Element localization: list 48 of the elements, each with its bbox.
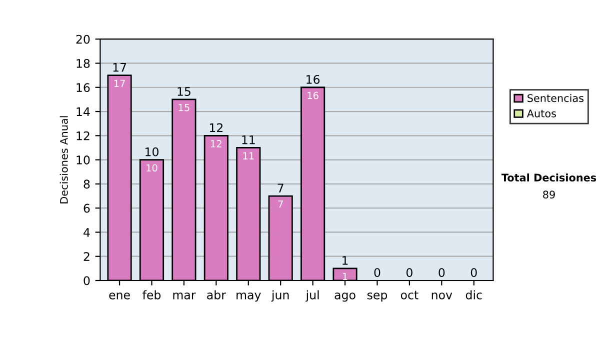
total-label: 10: [146, 147, 158, 156]
x-tick-label: ene: [109, 292, 130, 300]
total-label: 0: [438, 268, 445, 278]
x-tick-label: sep: [367, 292, 388, 302]
total-label: 0: [374, 268, 380, 278]
y-tick-label: 20: [76, 34, 90, 44]
total-label: 7: [278, 184, 284, 192]
y-tick-label: 18: [76, 58, 90, 68]
y-tick-label: 4: [84, 228, 90, 237]
x-tick-label: dic: [466, 290, 482, 300]
legend-label: Sentencias: [528, 94, 584, 102]
y-tick-label: 12: [76, 131, 90, 140]
text: Total Decisiones: [501, 173, 596, 182]
data-label: 17: [114, 80, 125, 87]
data-label: 7: [278, 200, 283, 208]
y-tick-label: 16: [76, 83, 90, 92]
y-tick-label: 2: [84, 252, 90, 261]
x-tick-label: abr: [207, 290, 226, 300]
total-label: 0: [470, 268, 477, 278]
total-label: 1: [342, 256, 348, 265]
y-tick-label: 0: [84, 276, 90, 286]
y-tick-label: 6: [84, 204, 90, 213]
total-label: 12: [210, 123, 222, 132]
data-label: 16: [308, 92, 318, 100]
data-label: 1: [342, 272, 348, 280]
x-tick-label: jun: [271, 290, 289, 302]
x-tick-label: may: [236, 292, 261, 302]
x-tick-label: jul: [306, 290, 319, 302]
x-tick-label: oct: [400, 290, 418, 300]
x-tick-label: nov: [432, 292, 452, 300]
total-label: 17: [113, 63, 126, 72]
x-tick-label: feb: [142, 290, 161, 300]
total-label: 16: [306, 74, 320, 84]
y-tick-label: 8: [84, 180, 90, 189]
y-tick-label: 10: [76, 156, 90, 164]
y-tick-label: 14: [76, 107, 90, 116]
text: 89: [543, 190, 555, 199]
total-label: 15: [178, 87, 190, 96]
x-tick-label: ago: [334, 292, 356, 302]
data-label: 10: [146, 164, 158, 172]
y-axis-title: Decisiones Anual: [60, 116, 68, 204]
data-label: 12: [211, 140, 222, 148]
total-label: 11: [242, 135, 255, 144]
legend-label: Autos: [526, 110, 556, 118]
x-tick-label: mar: [173, 292, 196, 300]
data-label: 15: [178, 104, 190, 112]
data-label: 11: [243, 152, 254, 160]
total-label: 0: [406, 268, 412, 278]
